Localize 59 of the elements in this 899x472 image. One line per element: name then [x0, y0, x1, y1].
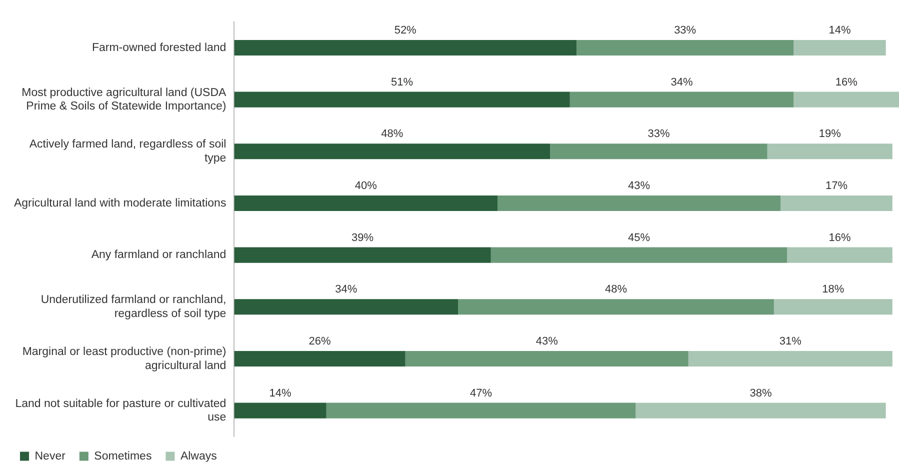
bar	[794, 40, 886, 56]
data-label: 43%	[628, 180, 650, 192]
bar	[234, 92, 570, 108]
bar	[234, 40, 576, 56]
y-tick-label: Agricultural land with moderate limitations	[14, 197, 226, 210]
bar	[774, 299, 892, 315]
bar	[234, 402, 326, 418]
bar	[458, 299, 774, 315]
bar	[576, 40, 794, 56]
data-label: 16%	[828, 232, 851, 244]
data-label: 48%	[381, 128, 404, 140]
bar	[794, 92, 899, 108]
y-tick-label: Underutilized farmland or ranchland, regardless of soil type	[40, 294, 226, 320]
data-label: 34%	[335, 284, 358, 296]
bar	[767, 144, 892, 160]
data-label: 51%	[391, 76, 414, 88]
data-label: 26%	[308, 336, 331, 348]
y-tick-label: Farm-owned forested land	[92, 42, 226, 54]
data-label: 38%	[750, 387, 772, 400]
bar	[490, 247, 788, 263]
data-label: 39%	[352, 232, 374, 244]
bar	[688, 350, 892, 367]
bar	[234, 195, 498, 212]
bar	[234, 144, 550, 160]
bar	[570, 92, 794, 108]
data-label: 18%	[822, 284, 844, 296]
data-label: 16%	[835, 76, 858, 88]
data-label: 17%	[825, 180, 848, 192]
bar	[550, 144, 768, 160]
y-tick-label: Actively farmed land, regardless of soil type	[29, 138, 226, 164]
data-label: 34%	[670, 76, 694, 88]
data-label: 14%	[828, 24, 851, 36]
y-tick-label: Most productive agricultural land (USDA Prime & Soils of Statewide Importance)	[22, 86, 227, 113]
data-label: 31%	[779, 336, 802, 348]
bar	[234, 247, 491, 263]
data-label: 19%	[818, 128, 842, 140]
legend-label: Never	[34, 450, 66, 462]
data-label: 40%	[354, 180, 378, 192]
bar	[234, 299, 458, 315]
y-tick-label: Land not suitable for pasture or cultivated use	[15, 398, 226, 424]
y-tick-label: Any farmland or ranchland	[91, 249, 226, 262]
bar	[636, 402, 886, 418]
data-label: 14%	[269, 387, 292, 400]
bar	[234, 350, 406, 367]
data-label: 33%	[674, 24, 696, 36]
data-label: 52%	[394, 24, 417, 36]
y-tick-label: Marginal or least productive (non-prime) agricultural land	[22, 346, 226, 372]
data-label: 47%	[470, 387, 492, 400]
bar	[497, 195, 781, 212]
data-label: 33%	[648, 128, 670, 140]
data-label: 45%	[628, 232, 650, 244]
data-label: 43%	[536, 336, 558, 348]
bar	[326, 402, 636, 418]
legend-label: Always	[180, 450, 218, 462]
bar	[405, 350, 688, 367]
bar	[787, 247, 892, 263]
bar	[780, 195, 892, 212]
data-label: 48%	[604, 284, 628, 296]
legend-label: Sometimes	[94, 450, 152, 462]
